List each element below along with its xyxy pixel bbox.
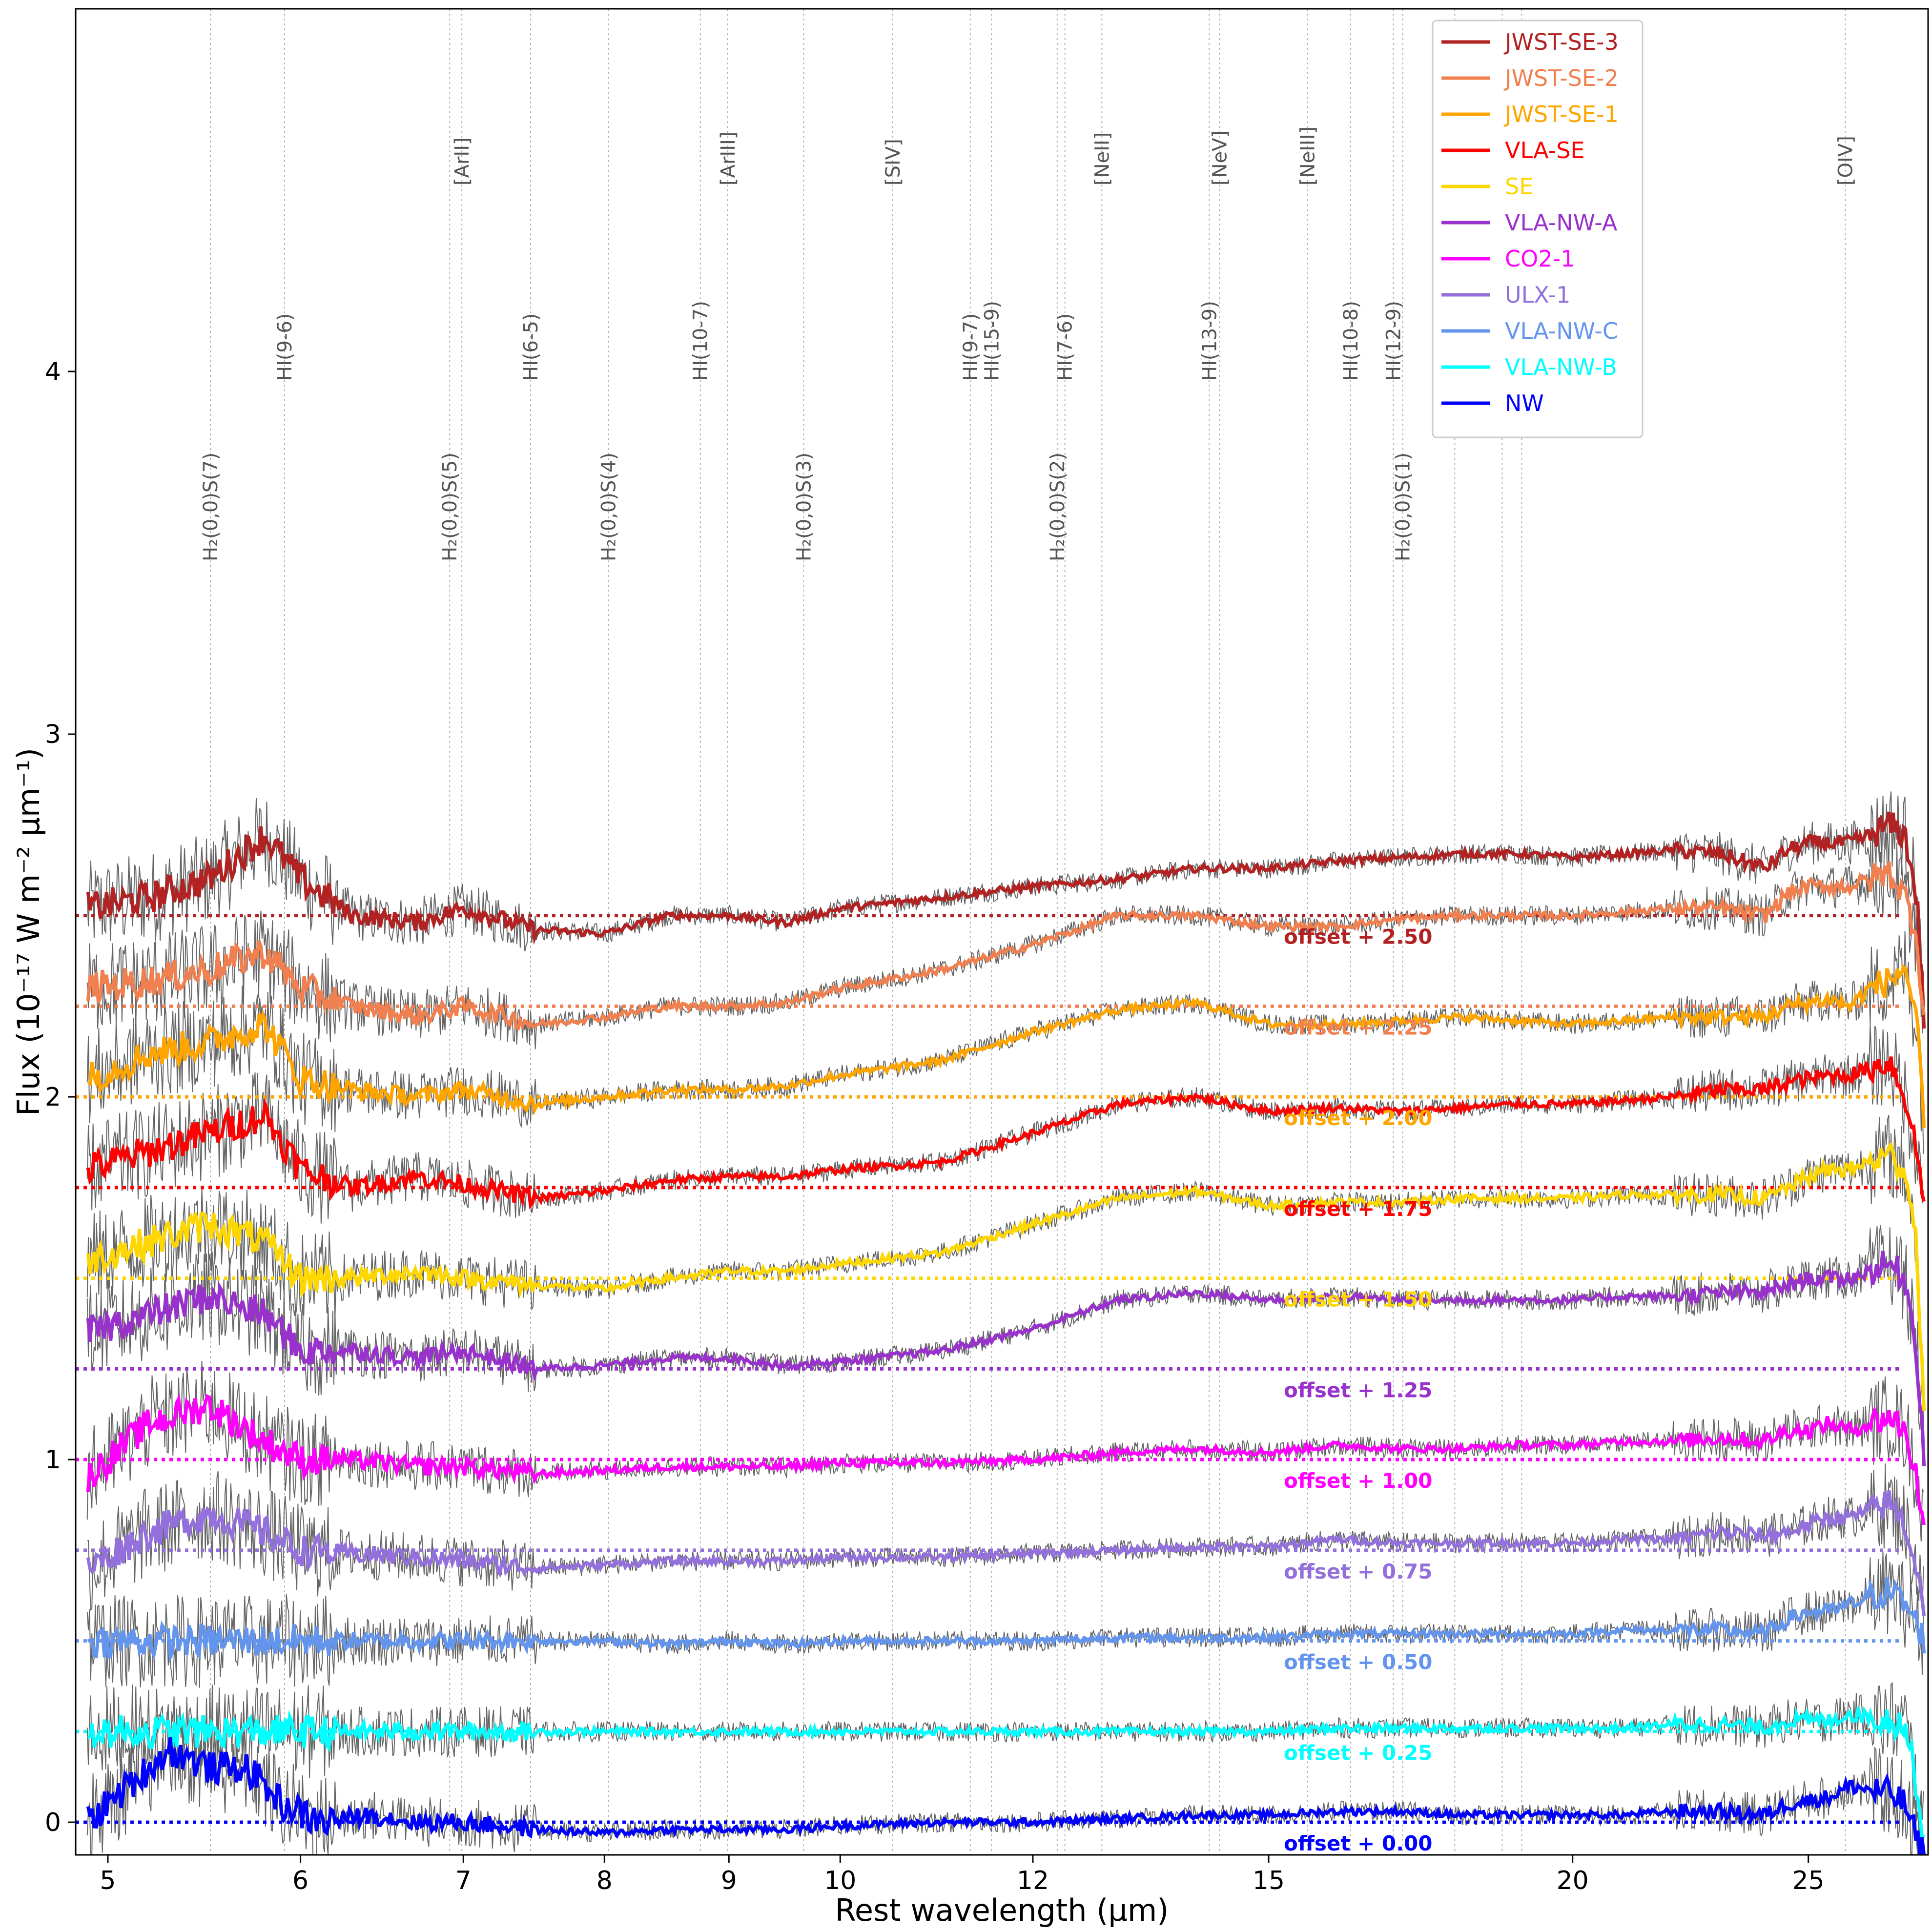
line-marker-label: [NeV] bbox=[1209, 130, 1232, 185]
line-marker-label: H₂(0,0)S(2) bbox=[1047, 452, 1069, 561]
series-line-VLA-NW-A bbox=[86, 1251, 1926, 1466]
series-line-CO2-1 bbox=[86, 1394, 1926, 1525]
offset-label-ULX-1: offset + 0.75 bbox=[1284, 1560, 1433, 1583]
legend-label-NW: NW bbox=[1505, 390, 1544, 416]
offset-label-CO2-1: offset + 1.00 bbox=[1284, 1469, 1433, 1493]
legend: JWST-SE-3 JWST-SE-2 JWST-SE-1 VLA-SE SE VLA-N… bbox=[1432, 20, 1644, 438]
plot-frame bbox=[75, 8, 1929, 1856]
line-marker-label: H₂(0,0)S(1) bbox=[1392, 452, 1415, 561]
series-line-NW bbox=[86, 1737, 1926, 1855]
legend-label-JWST-SE-2: JWST-SE-2 bbox=[1503, 65, 1619, 91]
offset-label-VLA-NW-C: offset + 0.50 bbox=[1284, 1650, 1433, 1674]
series-line-ULX-1 bbox=[86, 1490, 1926, 1616]
line-marker-label: HI(7-6) bbox=[1054, 313, 1077, 381]
series-line-VLA-SE bbox=[86, 1056, 1926, 1210]
line-marker-label: HI(13-9) bbox=[1198, 301, 1221, 381]
series-line-VLA-NW-C bbox=[87, 1577, 1926, 1664]
line-marker-label: HI(9-7) bbox=[960, 313, 982, 381]
series-line-SE bbox=[86, 1142, 1926, 1411]
series-line-JWST-SE-1 bbox=[87, 964, 1926, 1128]
line-marker-label: HI(10-7) bbox=[690, 301, 712, 381]
legend-label-VLA-NW-A: VLA-NW-A bbox=[1505, 209, 1618, 236]
x-tick-label: 7 bbox=[455, 1866, 472, 1895]
offset-label-JWST-SE-3: offset + 2.50 bbox=[1284, 925, 1433, 949]
line-marker-label: [ArIII] bbox=[717, 132, 740, 185]
raw-spectrum-VLA-NW-B bbox=[86, 1682, 1924, 1831]
line-marker-label: H₂(0,0)S(4) bbox=[597, 452, 620, 561]
x-tick-label: 10 bbox=[824, 1866, 856, 1895]
legend-label-VLA-NW-C: VLA-NW-C bbox=[1505, 318, 1618, 344]
y-tick-label: 3 bbox=[45, 720, 61, 749]
x-tick-label: 25 bbox=[1792, 1866, 1825, 1895]
offset-label-NW: offset + 0.00 bbox=[1284, 1831, 1433, 1855]
series-line-JWST-SE-3 bbox=[86, 811, 1926, 1029]
y-axis-label: Flux (10⁻¹⁷ W m⁻² μm⁻¹) bbox=[11, 748, 46, 1116]
x-tick-label: 9 bbox=[721, 1866, 737, 1895]
line-marker-label: [OIV] bbox=[1834, 136, 1857, 185]
offset-label-VLA-SE: offset + 1.75 bbox=[1284, 1197, 1433, 1221]
line-marker-label: H₂(0,0)S(3) bbox=[793, 452, 815, 561]
y-tick-label: 4 bbox=[45, 357, 61, 387]
legend-label-VLA-NW-B: VLA-NW-B bbox=[1505, 354, 1617, 380]
legend-label-JWST-SE-1: JWST-SE-1 bbox=[1503, 101, 1619, 127]
offset-label-JWST-SE-2: offset + 2.25 bbox=[1284, 1015, 1433, 1039]
line-marker-label: HI(15-9) bbox=[981, 301, 1003, 381]
line-marker-label: HI(9-6) bbox=[274, 313, 296, 381]
legend-label-JWST-SE-3: JWST-SE-3 bbox=[1503, 29, 1619, 55]
line-marker-label: HI(10-8) bbox=[1340, 301, 1362, 381]
line-marker-label: H₂(0,0)S(7) bbox=[200, 452, 222, 561]
y-tick-label: 2 bbox=[45, 1083, 61, 1112]
x-tick-label: 15 bbox=[1253, 1866, 1285, 1895]
x-axis-label: Rest wavelength (μm) bbox=[835, 1892, 1169, 1928]
y-tick-label: 1 bbox=[45, 1445, 61, 1475]
line-marker-label: [SIV] bbox=[882, 139, 904, 185]
series-group bbox=[86, 811, 1926, 1855]
legend-label-ULX-1: ULX-1 bbox=[1505, 282, 1570, 308]
x-tick-label: 12 bbox=[1017, 1866, 1049, 1895]
line-marker-label: [ArII] bbox=[451, 137, 473, 185]
offset-label-VLA-NW-A: offset + 1.25 bbox=[1284, 1378, 1433, 1402]
legend-label-VLA-SE: VLA-SE bbox=[1505, 137, 1584, 164]
offset-label-group: offset + 2.50 offset + 2.25 offset + 2.00 o… bbox=[1284, 925, 1433, 1856]
legend-label-SE: SE bbox=[1505, 173, 1533, 200]
line-marker-label: H₂(0,0)S(5) bbox=[439, 452, 461, 561]
offset-label-JWST-SE-1: offset + 2.00 bbox=[1284, 1106, 1433, 1130]
x-tick-label: 6 bbox=[292, 1866, 308, 1895]
x-tick-label: 20 bbox=[1557, 1866, 1589, 1895]
offset-label-SE: offset + 1.50 bbox=[1284, 1288, 1433, 1312]
line-marker-label: HI(12-9) bbox=[1383, 301, 1405, 381]
legend-label-CO2-1: CO2-1 bbox=[1505, 246, 1575, 272]
line-marker-label: HI(6-5) bbox=[520, 313, 542, 381]
series-line-VLA-NW-B bbox=[87, 1706, 1926, 1842]
x-tick-label: 8 bbox=[596, 1866, 613, 1895]
series-line-JWST-SE-2 bbox=[86, 861, 1926, 1031]
y-tick-label: 0 bbox=[45, 1808, 61, 1837]
legend-box bbox=[1432, 20, 1644, 438]
line-marker-label: [NeII] bbox=[1091, 132, 1113, 185]
offset-label-VLA-NW-B: offset + 0.25 bbox=[1284, 1741, 1433, 1765]
line-marker-label: [NeIII] bbox=[1296, 126, 1319, 185]
raw-spectrum-JWST-SE-1 bbox=[86, 931, 1924, 1154]
x-tick-label: 5 bbox=[100, 1866, 116, 1895]
